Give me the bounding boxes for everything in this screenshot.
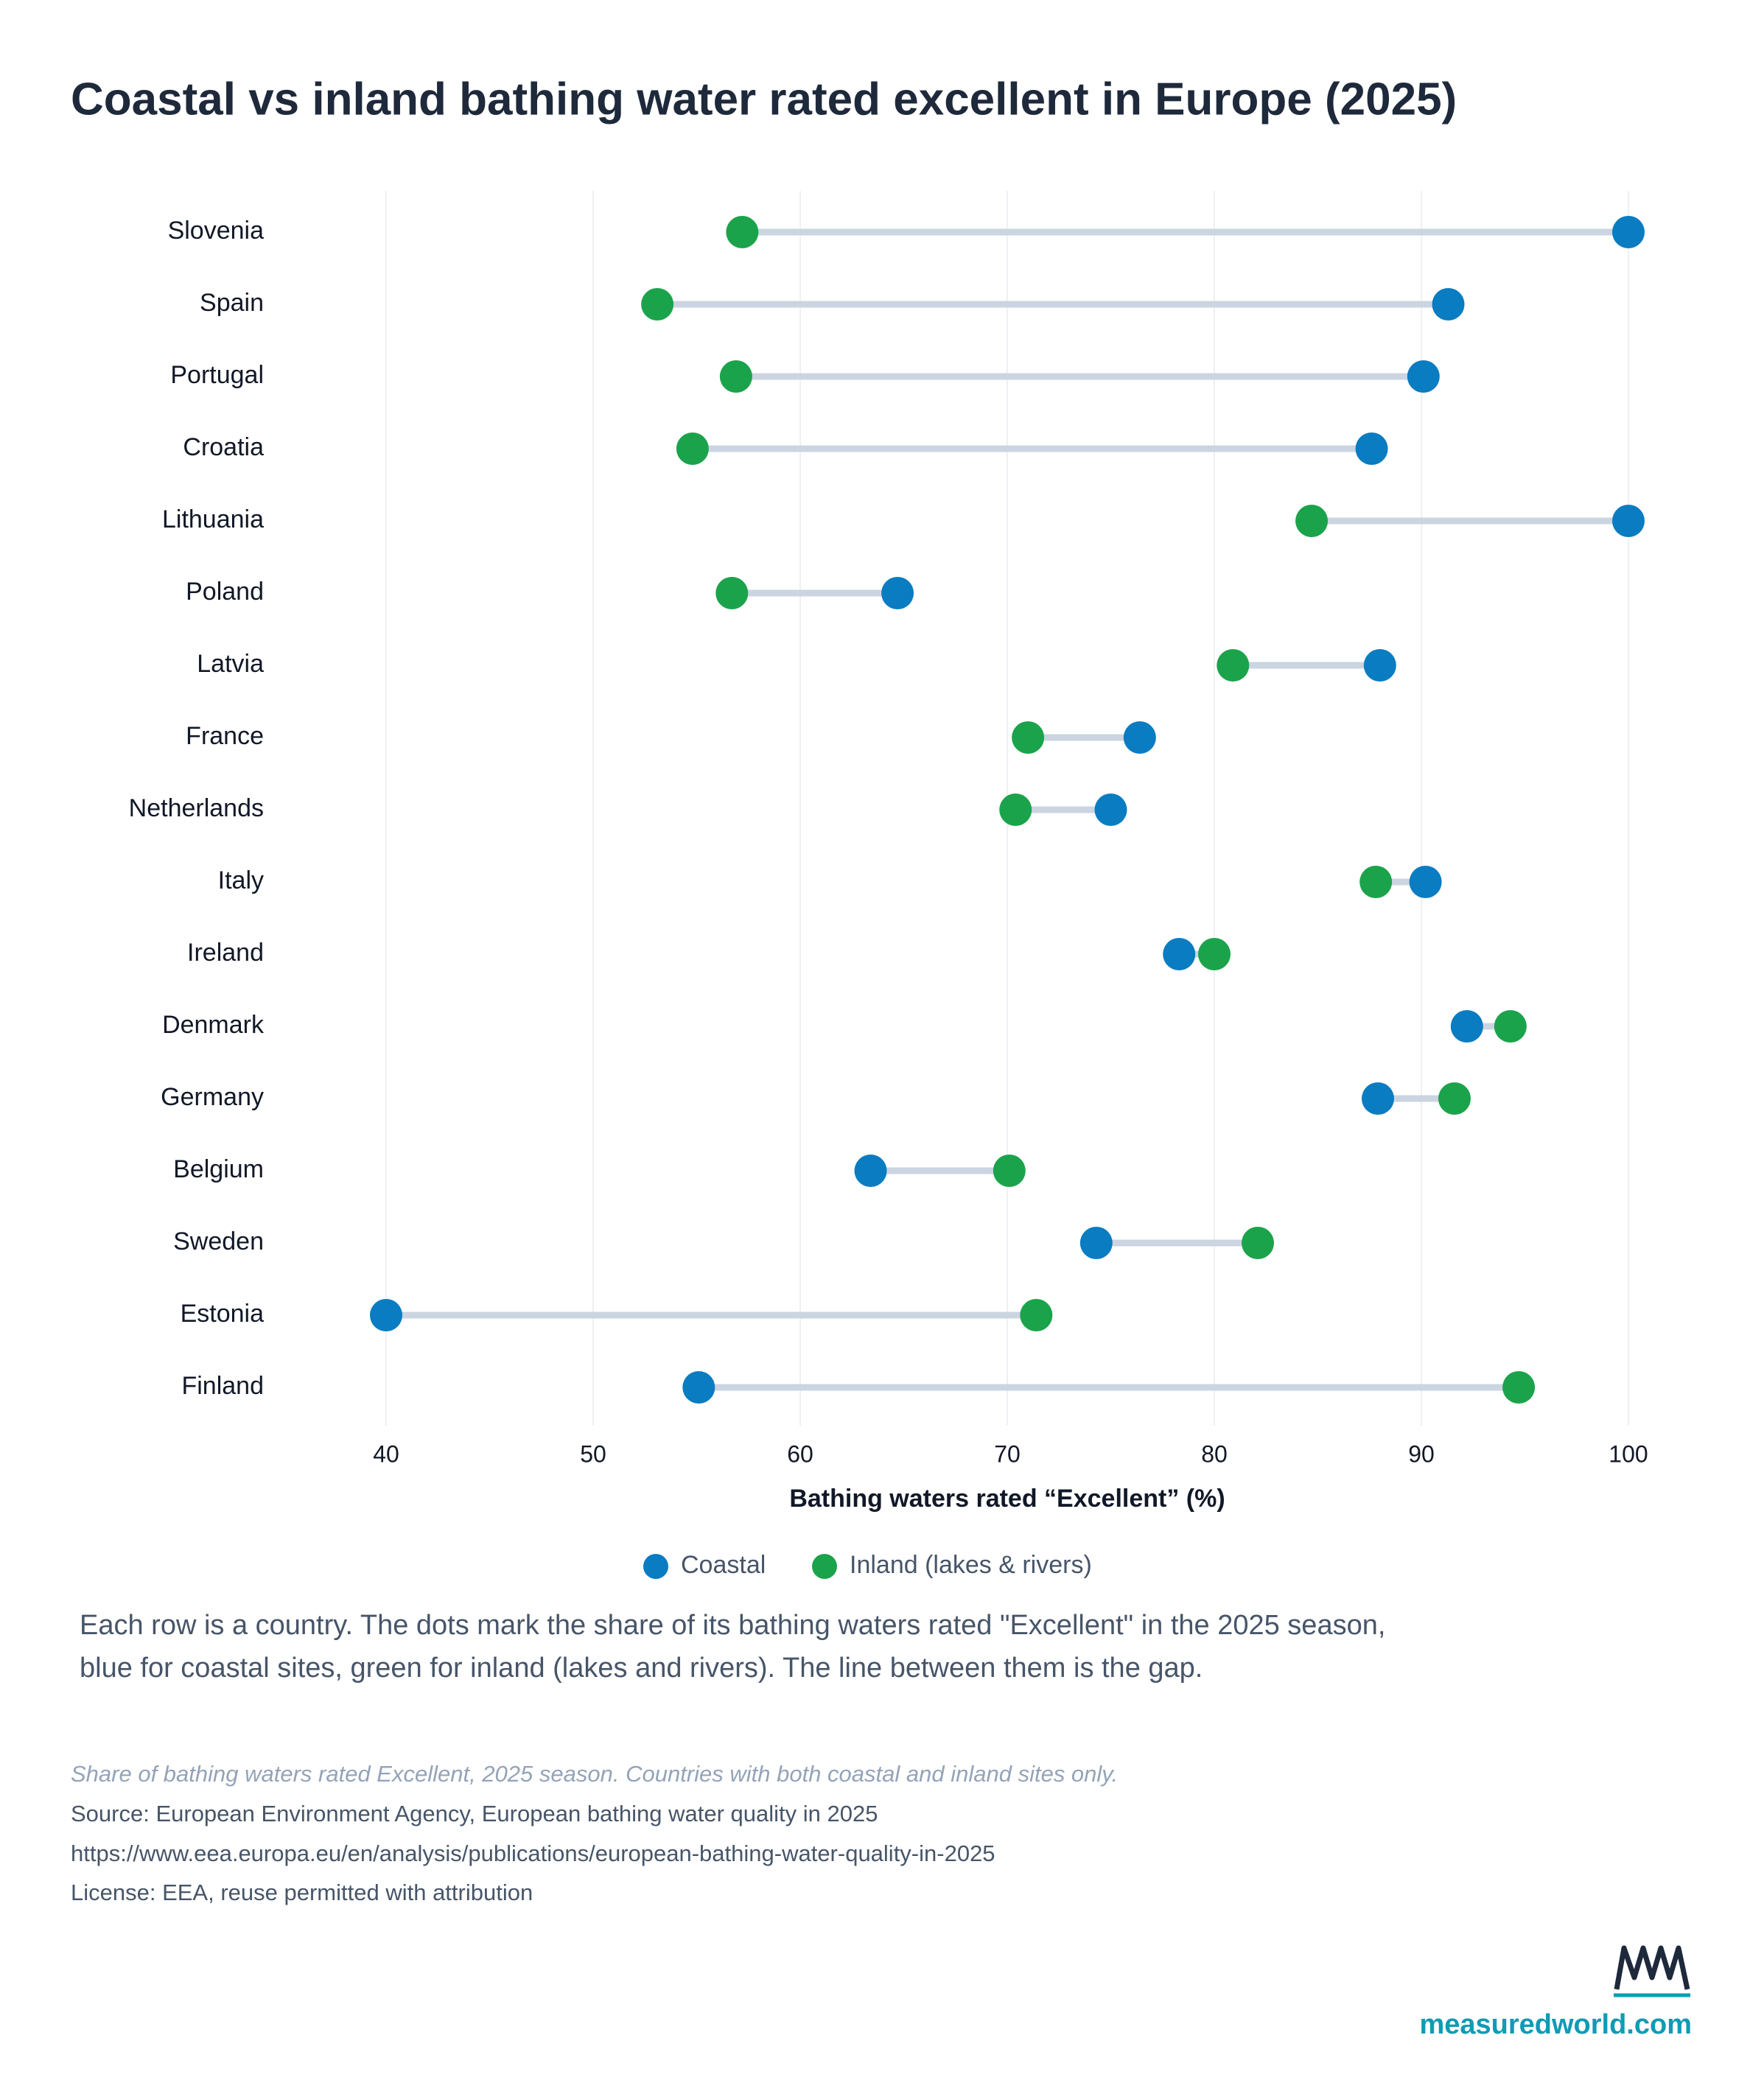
y-tick-label: Portugal <box>170 361 264 389</box>
description-line: blue for coastal sites, green for inland… <box>80 1653 1203 1684</box>
dot <box>1502 1371 1536 1404</box>
legend-swatch <box>812 1554 837 1579</box>
y-tick-label: Spain <box>200 289 264 317</box>
dot <box>993 1155 1026 1187</box>
y-tick-label: Lithuania <box>162 505 264 533</box>
dot <box>1012 721 1045 754</box>
y-tick-label: Poland <box>186 578 264 606</box>
y-tick-label: Latvia <box>197 650 264 678</box>
dot <box>881 577 914 609</box>
dot <box>1020 1299 1053 1331</box>
dot <box>1432 288 1465 321</box>
dot <box>1361 1082 1394 1115</box>
x-tick-label: 90 <box>1408 1440 1435 1467</box>
dot <box>715 577 749 609</box>
dot <box>1612 216 1645 248</box>
dot <box>854 1155 887 1187</box>
x-tick-label: 100 <box>1609 1440 1648 1467</box>
description-line: Each row is a country. The dots mark the… <box>80 1610 1385 1641</box>
dot <box>370 1299 402 1331</box>
dot <box>1295 505 1329 537</box>
x-tick-label: 40 <box>373 1440 399 1467</box>
x-tick-label: 60 <box>787 1440 813 1467</box>
y-tick-label: Estonia <box>181 1300 264 1328</box>
dot <box>1355 432 1388 465</box>
x-tick-label: 70 <box>994 1440 1021 1467</box>
dot <box>1242 1227 1275 1259</box>
legend-label: Coastal <box>681 1551 766 1579</box>
dot <box>1079 1227 1113 1259</box>
y-tick-label: Finland <box>181 1372 264 1400</box>
dot <box>1217 649 1250 682</box>
legend-swatch <box>643 1554 668 1579</box>
dot <box>676 432 709 465</box>
y-tick-label: Croatia <box>183 433 264 461</box>
dot <box>1409 866 1442 898</box>
dot <box>1494 1010 1527 1043</box>
y-tick-label: Ireland <box>187 939 264 967</box>
y-tick-label: Germany <box>161 1083 264 1111</box>
dot <box>682 1371 715 1404</box>
brand-logo <box>1614 1945 1690 1990</box>
license: License: EEA, reuse permitted with attri… <box>71 1880 533 1905</box>
y-tick-label: Netherlands <box>129 794 264 822</box>
dot <box>1612 505 1645 537</box>
dot <box>1407 360 1440 393</box>
legend-label: Inland (lakes & rivers) <box>850 1551 1092 1579</box>
y-tick-label: Sweden <box>173 1227 264 1255</box>
dot <box>1198 938 1231 970</box>
y-tick-label: Belgium <box>173 1155 264 1183</box>
dot <box>1450 1010 1483 1043</box>
dot <box>1123 721 1156 754</box>
brand: measuredworld.com <box>1419 2009 1692 2040</box>
x-tick-label: 80 <box>1201 1440 1228 1467</box>
dot <box>726 216 759 248</box>
source: Source: European Environment Agency, Eur… <box>71 1801 878 1826</box>
x-tick-label: 50 <box>580 1440 606 1467</box>
y-tick-label: Slovenia <box>168 217 265 245</box>
x-axis-title: Bathing waters rated “Excellent” (%) <box>789 1485 1225 1513</box>
dot <box>1359 866 1393 898</box>
source-url: https://www.eea.europa.eu/en/analysis/pu… <box>71 1840 995 1866</box>
dot <box>1163 938 1196 970</box>
dot <box>1438 1082 1471 1115</box>
dot <box>1363 649 1396 682</box>
dot <box>641 288 674 321</box>
y-tick-label: France <box>186 722 264 750</box>
dot <box>999 794 1032 826</box>
dot <box>719 360 752 393</box>
y-tick-label: Denmark <box>162 1011 265 1039</box>
chart-title: Coastal vs inland bathing water rated ex… <box>71 74 1457 125</box>
dot <box>1094 794 1127 826</box>
y-tick-label: Italy <box>218 866 264 894</box>
note: Share of bathing waters rated Excellent,… <box>71 1761 1118 1787</box>
